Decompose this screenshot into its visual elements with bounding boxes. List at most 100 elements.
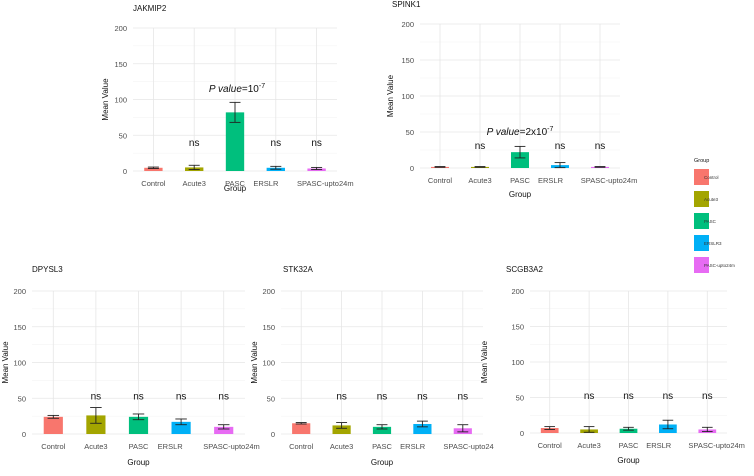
chart-panel-dpysl3: 0 50 100 150 200 ns ns ns ns Control Acute3 PASC ERS… [1,265,260,467]
significance-label: ns [623,391,634,402]
x-tick-label: SPASC-upto24m [688,441,745,450]
p-value-text: =10 [242,84,259,95]
significance-label: ns [133,392,144,403]
x-tick-label: ERSLR [253,179,279,188]
y-axis-title: Mean Value [250,341,259,384]
y-tick-label: 50 [18,394,26,403]
chart-title: JAKMIP2 [133,4,167,13]
legend-swatch [694,257,709,273]
x-tick-label: Acute3 [468,176,491,185]
significance-label: ns [475,141,486,152]
x-tick-label: PASC [225,179,245,188]
x-tick-label: SPASC-upto24m [297,179,354,188]
p-value-text: =2x10 [520,127,548,138]
p-value-label: P value [487,127,520,138]
x-tick-label: ERSLR [646,441,672,450]
legend-label: Acute3 [704,197,719,202]
significance-label: ns [377,392,388,403]
significance-label: ns [458,392,469,403]
legend-swatch [694,169,709,185]
legend-swatch [694,191,709,207]
bar-control [144,167,163,171]
significance-label: ns [91,392,102,403]
significance-label: ns [417,392,428,403]
x-tick-label: Acute3 [84,442,107,451]
legend: Group Control Acute3 PASC ERSLR3 PASC-upto24m [694,158,735,273]
chart-title: STK32A [283,265,313,274]
p-value-exponent: -7 [547,126,553,133]
chart-title: SCGB3A2 [506,265,543,274]
significance-label: ns [311,138,322,149]
x-tick-label: Control [428,176,453,185]
y-tick-label: 50 [119,131,127,140]
y-tick-label: 150 [13,323,26,332]
x-tick-label: ERSLR [538,176,564,185]
significance-label: ns [663,391,674,402]
y-tick-label: 0 [410,164,414,173]
significance-label: ns [595,141,606,152]
x-tick-label: Acute3 [183,179,206,188]
bar-erslr [413,423,432,434]
chart-panel-stk32a: 0 50 100 150 200 ns ns ns ns Control Acute3 PASC ERS… [250,265,494,467]
bar-pasc [372,426,392,434]
legend-label: ERSLR3 [704,241,722,246]
y-axis-title: Mean Value [1,341,10,384]
p-value-label: P value [209,84,242,95]
y-tick-label: 150 [262,323,275,332]
legend-label: PASC-upto24m [704,263,735,268]
x-tick-label: SPASC-upto24 [443,442,493,451]
x-axis-title: Group [371,458,394,467]
x-tick-label: SPASC-upto24m [581,176,638,185]
x-axis-title: Group [509,190,532,199]
significance-label: ns [584,391,595,402]
significance-label: ns [271,138,282,149]
x-tick-label: PASC [129,442,149,451]
significance-label: ns [336,392,347,403]
x-tick-label: Control [289,442,314,451]
x-tick-label: Control [141,179,166,188]
y-tick-label: 200 [401,20,414,29]
y-tick-label: 200 [13,287,26,296]
y-tick-label: 0 [271,430,275,439]
p-value-annotation: P value=2x10-7 [487,126,554,138]
y-tick-label: 200 [511,287,524,296]
significance-label: ns [555,141,566,152]
y-axis-title: Mean Value [101,78,110,121]
bar-control [292,423,311,434]
y-tick-label: 0 [123,167,127,176]
legend-label: Control [704,175,719,180]
p-value-exponent: -7 [259,83,265,90]
x-tick-label: ERSLR [158,442,184,451]
y-tick-label: 0 [520,429,524,438]
y-tick-label: 100 [114,96,127,105]
legend-swatch [694,235,709,251]
significance-label: ns [218,392,229,403]
y-tick-label: 100 [262,359,275,368]
x-tick-label: SPASC-upto24m [203,442,260,451]
bar-spasc-upto24m [214,426,234,434]
x-tick-label: ERSLR [400,442,426,451]
bar-pasc [511,152,529,168]
y-tick-label: 50 [267,394,275,403]
y-axis-title: Mean Value [480,340,489,383]
y-tick-label: 100 [401,92,414,101]
bar-control [540,428,559,433]
y-tick-label: 100 [13,359,26,368]
significance-label: ns [189,138,200,149]
chart-panel-jakmip2: 0 50 100 150 200 ns ns ns P value=10-7 Control Acu… [101,4,354,193]
significance-label: ns [176,392,187,403]
bar-pasc [128,416,149,434]
y-tick-label: 50 [516,394,524,403]
bar-pasc [619,428,638,433]
y-tick-label: 100 [511,358,524,367]
y-tick-label: 50 [406,128,414,137]
y-tick-label: 150 [114,60,127,69]
legend-label: PASC [704,219,717,224]
x-axis-title: Group [224,184,247,193]
p-value-annotation: P value=10-7 [209,83,265,95]
bar-acute3 [86,415,106,434]
x-tick-label: Acute3 [577,441,600,450]
legend-title: Group [694,158,709,164]
